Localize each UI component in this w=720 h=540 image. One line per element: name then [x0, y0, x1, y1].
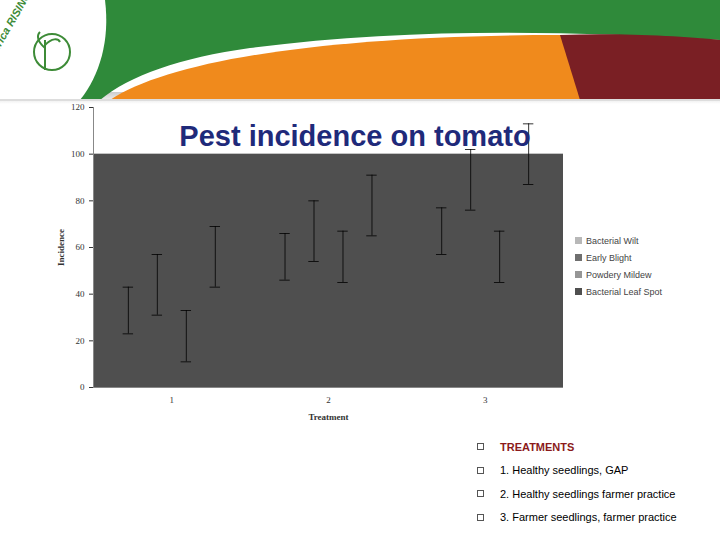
html-text:Bacterial Wilt: Bacterial Wilt	[586, 235, 639, 246]
svg-text:80: 80	[76, 196, 86, 206]
html-text:2. Healthy seedlings farmer pr: 2. Healthy seedlings farmer practice	[500, 487, 676, 500]
svg-text:3: 3	[483, 395, 488, 405]
html-text:TREATMENTS: TREATMENTS	[500, 440, 575, 453]
svg-text:2: 2	[326, 395, 331, 405]
html-text:Bacterial Leaf Spot: Bacterial Leaf Spot	[586, 286, 663, 297]
svg-text:0: 0	[80, 382, 85, 392]
svg-text:20: 20	[76, 336, 86, 346]
html-text:Pest incidence on tomato: Pest incidence on tomato	[179, 120, 531, 152]
html-text:Powdery Mildew: Powdery Mildew	[586, 269, 652, 280]
svg-text:120: 120	[71, 102, 85, 112]
svg-text:40: 40	[76, 289, 86, 299]
html-text:1. Healthy seedlings, GAP: 1. Healthy seedlings, GAP	[500, 464, 629, 477]
svg-text:1: 1	[170, 395, 175, 405]
svg-text:100: 100	[71, 149, 85, 159]
svg-text:Treatment: Treatment	[308, 412, 348, 422]
html-text:Early Blight: Early Blight	[586, 252, 632, 263]
svg-text:Incidence: Incidence	[56, 229, 66, 266]
svg-text:60: 60	[76, 242, 86, 252]
html-text:3. Farmer seedlings, farmer pr: 3. Farmer seedlings, farmer practice	[500, 511, 677, 524]
